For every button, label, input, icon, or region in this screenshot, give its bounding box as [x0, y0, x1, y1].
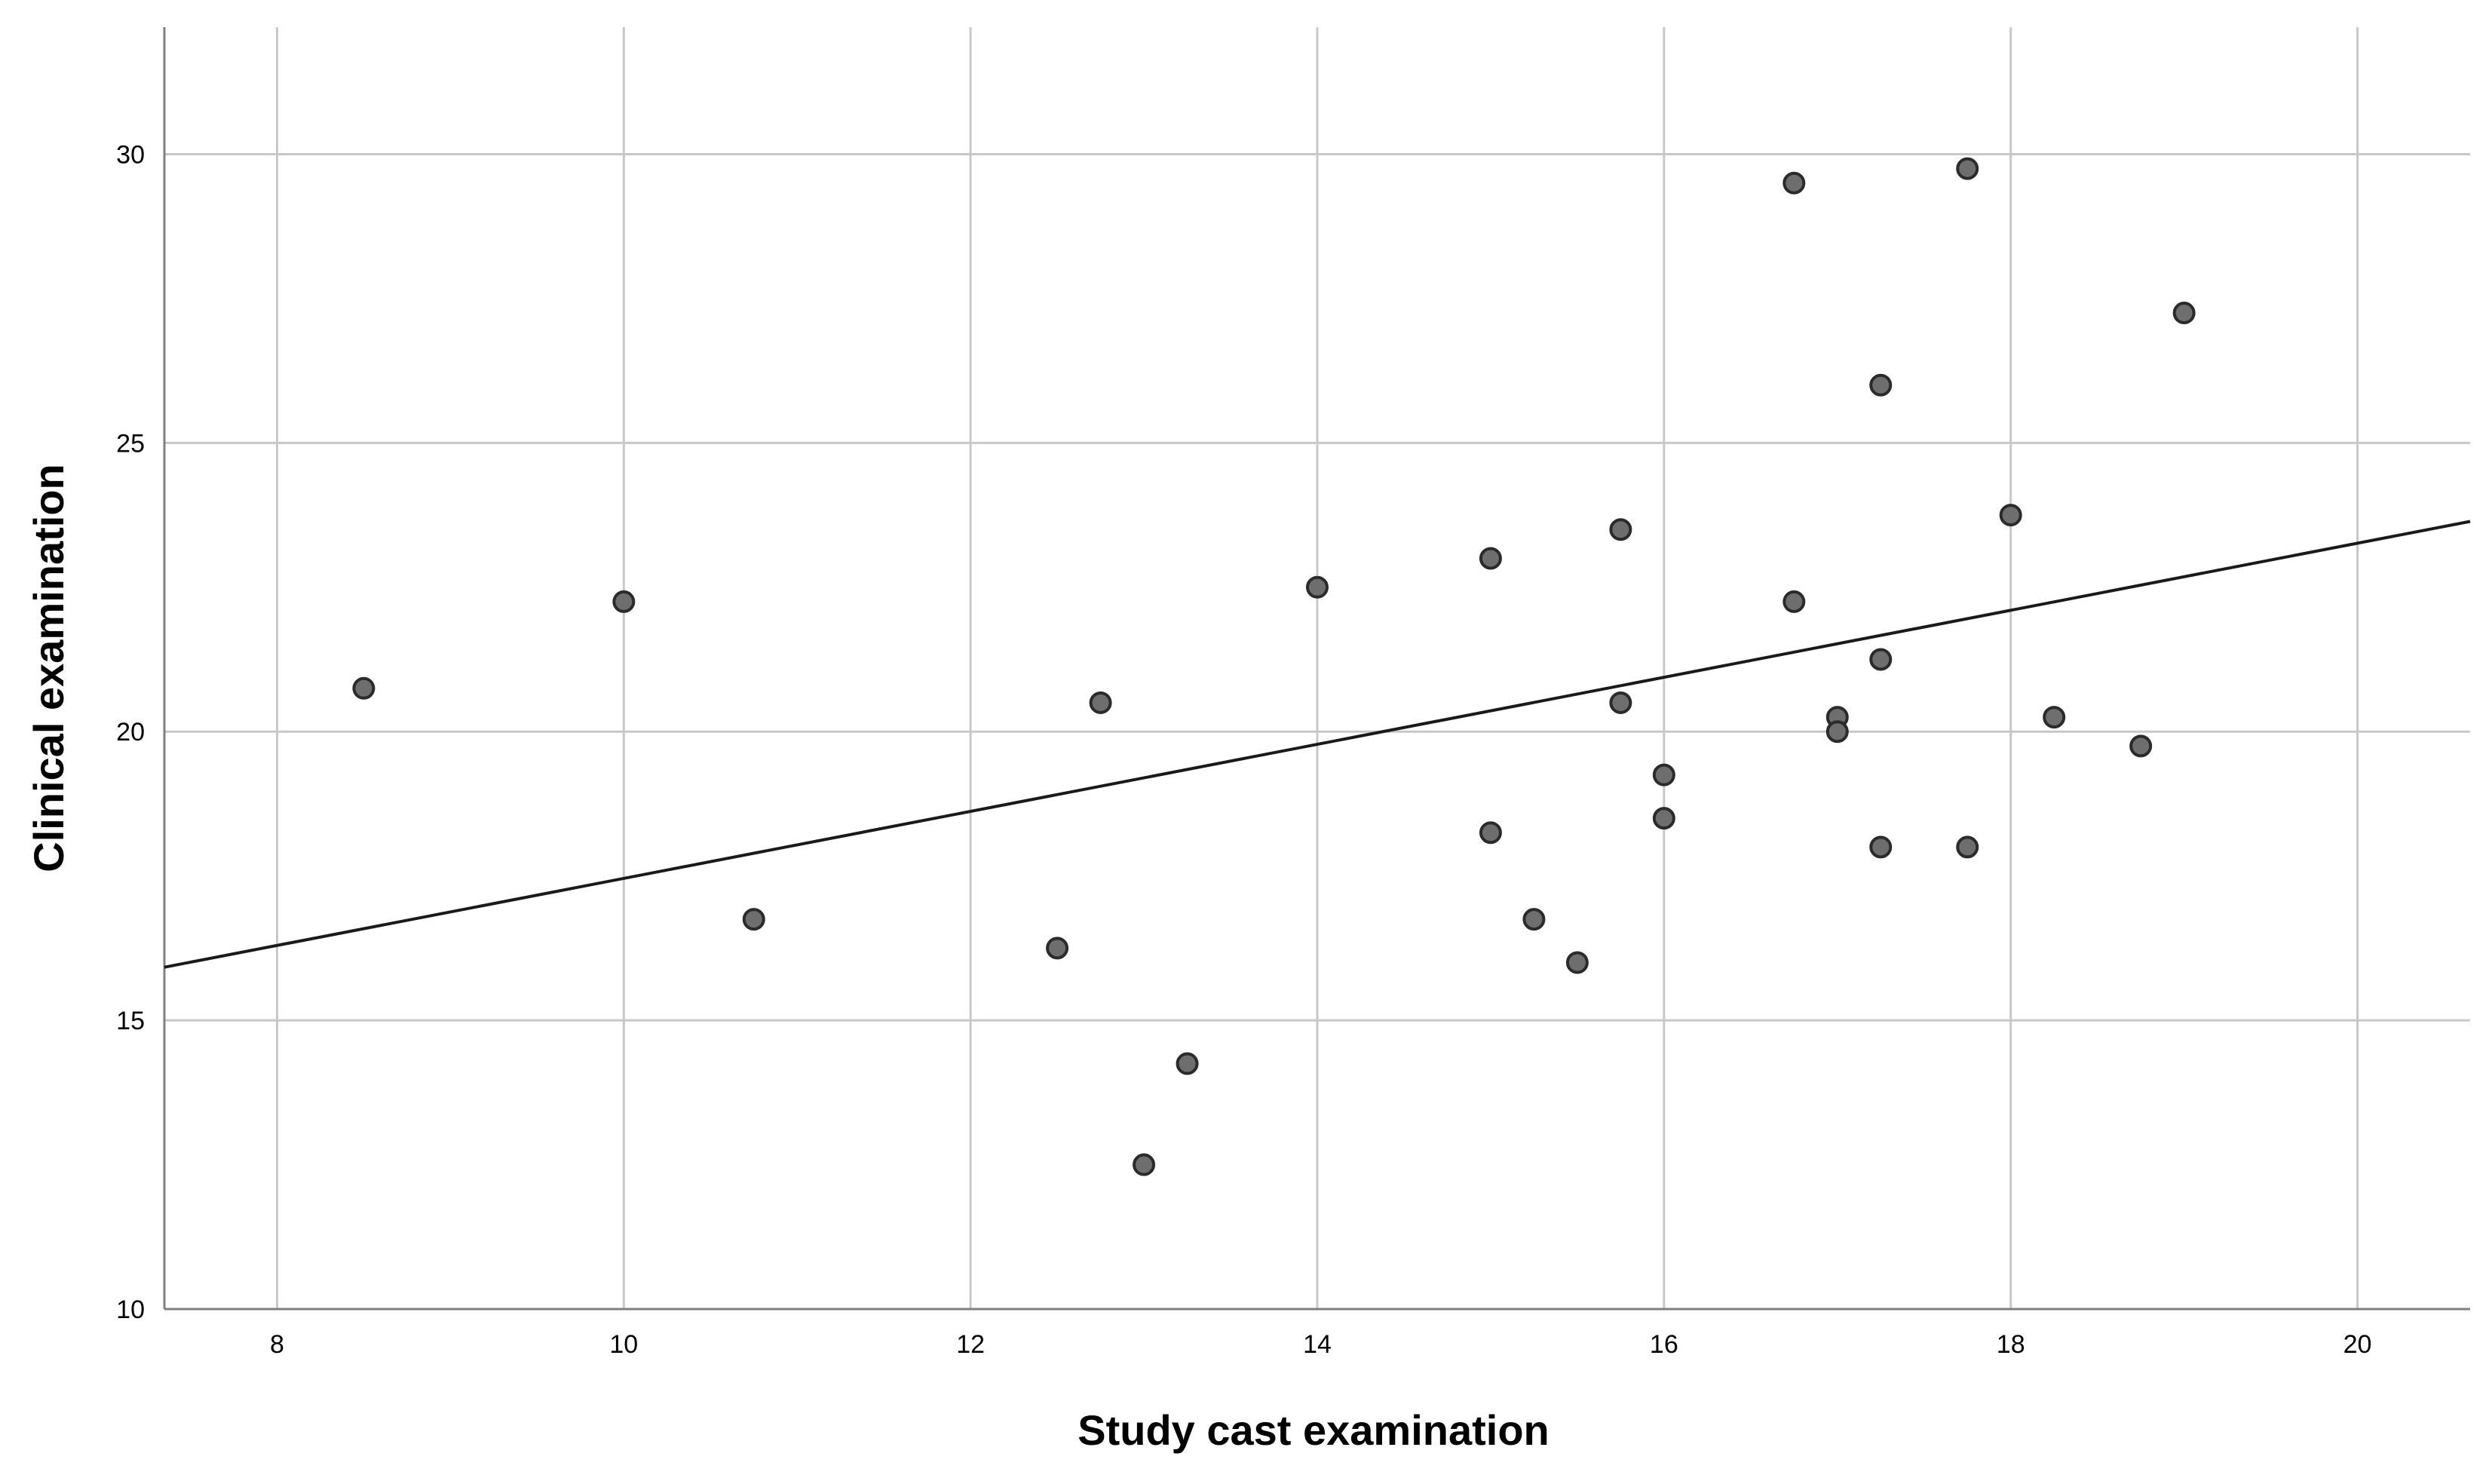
- fit-line-group: [164, 520, 2471, 969]
- regression-line: [164, 520, 2471, 969]
- data-point: [1869, 373, 1893, 397]
- x-tick-label: 14: [1303, 1330, 1332, 1359]
- data-point: [1999, 504, 2022, 527]
- data-point: [742, 908, 765, 931]
- data-points: [352, 157, 2196, 1176]
- data-point: [1956, 157, 1979, 180]
- x-tick-label: 12: [956, 1330, 985, 1359]
- axes: [163, 27, 2470, 1311]
- x-tick-labels: 8 10 12 14 16 18 20: [270, 1330, 2371, 1359]
- y-axis-title: Clinical examination: [25, 464, 72, 872]
- x-tick-label: 20: [2343, 1330, 2372, 1359]
- x-tick-label: 10: [609, 1330, 638, 1359]
- data-point: [1176, 1052, 1199, 1075]
- data-point: [1825, 720, 1849, 744]
- data-point: [2043, 706, 2066, 729]
- data-point: [1869, 648, 1893, 671]
- data-point: [1479, 821, 1502, 845]
- data-point: [1046, 937, 1069, 960]
- data-point: [2129, 734, 2153, 758]
- y-tick-label: 10: [116, 1295, 145, 1324]
- data-point: [1609, 518, 1632, 541]
- data-point: [1522, 908, 1546, 931]
- data-point: [1783, 171, 1806, 195]
- data-point: [1479, 547, 1502, 570]
- data-point: [1652, 807, 1675, 830]
- y-tick-label: 20: [116, 718, 145, 747]
- data-point: [1565, 951, 1589, 974]
- data-point: [352, 676, 376, 700]
- gridlines: [164, 27, 2470, 1309]
- x-tick-label: 18: [1997, 1330, 2025, 1359]
- data-point: [1609, 691, 1632, 714]
- data-point: [1306, 575, 1329, 599]
- y-tick-label: 15: [116, 1007, 145, 1035]
- data-point: [2172, 302, 2196, 325]
- data-point: [1783, 590, 1806, 613]
- y-tick-label: 25: [116, 429, 145, 458]
- data-point: [1133, 1153, 1156, 1176]
- data-point: [1956, 836, 1979, 859]
- x-tick-label: 16: [1650, 1330, 1678, 1359]
- data-point: [1089, 691, 1112, 714]
- data-point: [612, 590, 636, 613]
- x-axis-title: Study cast examination: [1077, 1406, 1550, 1454]
- data-point: [1652, 763, 1675, 786]
- data-point: [1869, 836, 1893, 859]
- y-tick-label: 30: [116, 140, 145, 169]
- x-tick-label: 8: [270, 1330, 284, 1359]
- y-tick-labels: 10 15 20 25 30: [116, 140, 145, 1324]
